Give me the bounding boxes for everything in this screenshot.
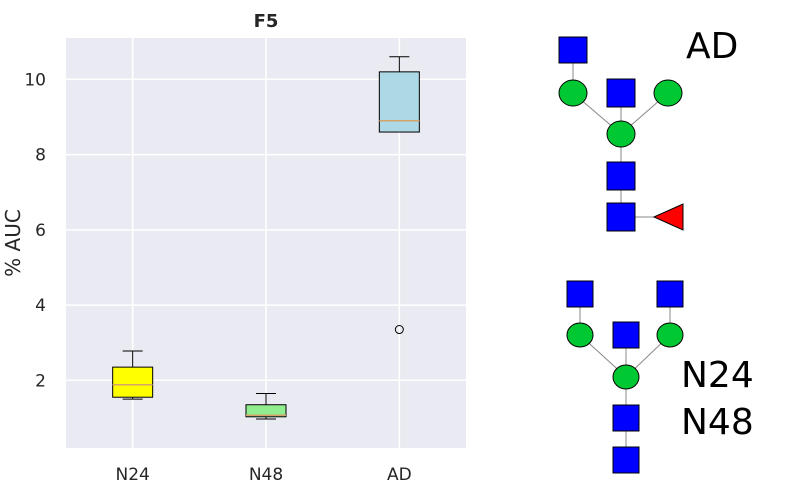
y-tick-label: 6: [35, 221, 46, 241]
glcnac-square-icon: [612, 446, 640, 474]
glcnac-square-icon: [656, 280, 684, 308]
x-tick-label: AD: [387, 465, 412, 485]
glycan-label-n24: N24: [681, 355, 754, 396]
mannose-circle-icon: [656, 322, 684, 348]
y-tick-label: 4: [35, 296, 46, 316]
x-tick-label: N24: [115, 465, 149, 485]
chart-title: F5: [254, 11, 279, 32]
mannose-circle-icon: [566, 322, 594, 348]
y-tick-label: 2: [35, 371, 46, 391]
glycan-label-ad: AD: [686, 26, 738, 67]
boxes: [112, 56, 420, 420]
glcnac-square-icon: [558, 36, 588, 64]
glcnac-square-icon: [606, 202, 636, 232]
glcnac-square-icon: [606, 78, 636, 108]
y-tick-label: 10: [24, 70, 46, 90]
box-n24: [112, 350, 154, 400]
y-tick-labels: 2 4 6 8 10: [24, 70, 46, 391]
x-tick-labels: N24 N48 AD: [115, 465, 411, 485]
box-body: [378, 71, 420, 133]
mannose-circle-icon: [606, 120, 636, 148]
x-tick-label: N48: [249, 465, 283, 485]
y-axis-label: % AUC: [1, 209, 25, 277]
outlier-point: [394, 325, 404, 335]
mannose-circle-icon: [612, 364, 640, 390]
box-ad: [378, 56, 420, 335]
box-body: [112, 366, 154, 398]
box-body: [245, 404, 287, 418]
glycan-n24-n48: [566, 280, 684, 474]
box-n48: [245, 392, 287, 420]
glcnac-square-icon: [612, 404, 640, 432]
y-tick-label: 8: [35, 146, 46, 166]
glycan-ad: [558, 36, 684, 232]
glcnac-square-icon: [606, 161, 636, 191]
glcnac-square-icon: [612, 321, 640, 349]
glycan-label-n48: N48: [681, 402, 754, 443]
box-chart: 2 4 6 8 10 N24 N48 AD F5 % AUC: [1, 11, 466, 485]
mannose-circle-icon: [653, 79, 683, 107]
mannose-circle-icon: [558, 79, 588, 107]
fucose-triangle-icon: [652, 203, 684, 231]
glcnac-square-icon: [566, 280, 594, 308]
